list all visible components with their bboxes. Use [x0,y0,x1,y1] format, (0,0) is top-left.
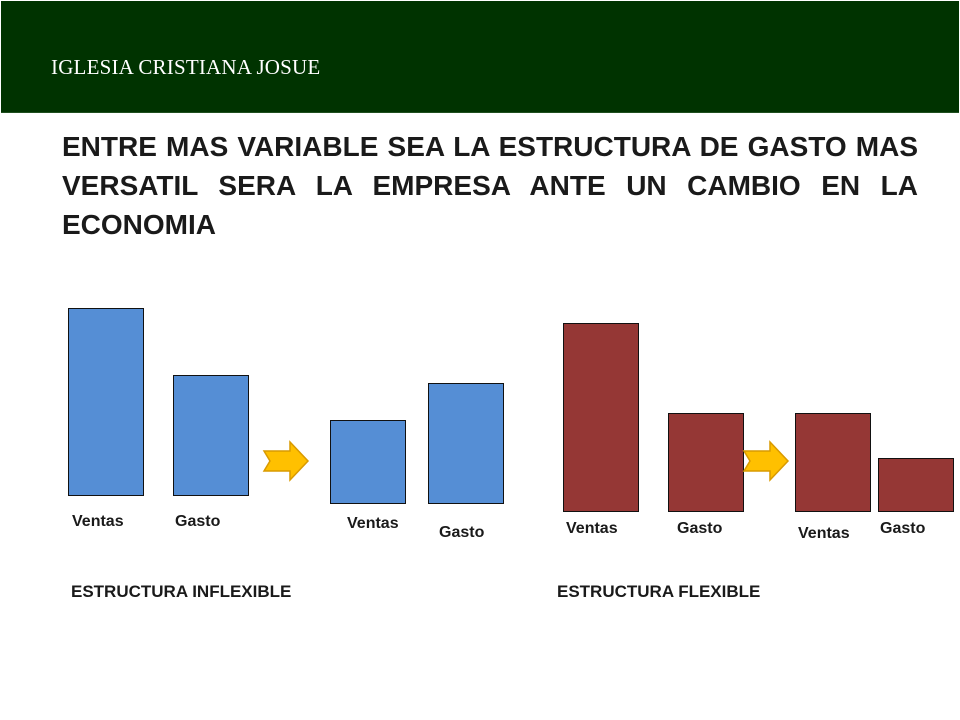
inflexible-after-gasto-label: Gasto [439,524,485,541]
flexible-before-gasto-bar [668,413,744,512]
inflexible-before-gasto-label: Gasto [175,513,221,530]
flexible-caption: ESTRUCTURA FLEXIBLE [557,582,761,601]
flexible-after-ventas-label: Ventas [798,525,850,542]
inflexible-after-gasto-bar [428,383,504,504]
flexible-after-gasto-label: Gasto [880,520,926,537]
flexible-after-gasto-bar [878,458,954,512]
flexible-before-gasto-label: Gasto [677,520,723,537]
flexible-before-ventas-label: Ventas [566,520,618,537]
inflexible-before-ventas-label: Ventas [72,513,124,530]
inflexible-caption: ESTRUCTURA INFLEXIBLE [71,582,292,601]
header-bar: IGLESIA CRISTIANA JOSUE [1,1,959,113]
inflexible-after-ventas-label: Ventas [347,515,399,532]
flexible-before-ventas-bar [563,323,639,512]
inflexible-before-ventas-bar [68,308,144,496]
inflexible-right-arrow-icon [262,440,310,482]
flexible-after-ventas-bar [795,413,871,512]
header-title: IGLESIA CRISTIANA JOSUE [51,55,321,79]
inflexible-before-gasto-bar [173,375,249,496]
flexible-right-arrow-icon [742,440,790,482]
headline-text: ENTRE MAS VARIABLE SEA LA ESTRUCTURA DE … [62,131,918,240]
inflexible-after-ventas-bar [330,420,406,504]
